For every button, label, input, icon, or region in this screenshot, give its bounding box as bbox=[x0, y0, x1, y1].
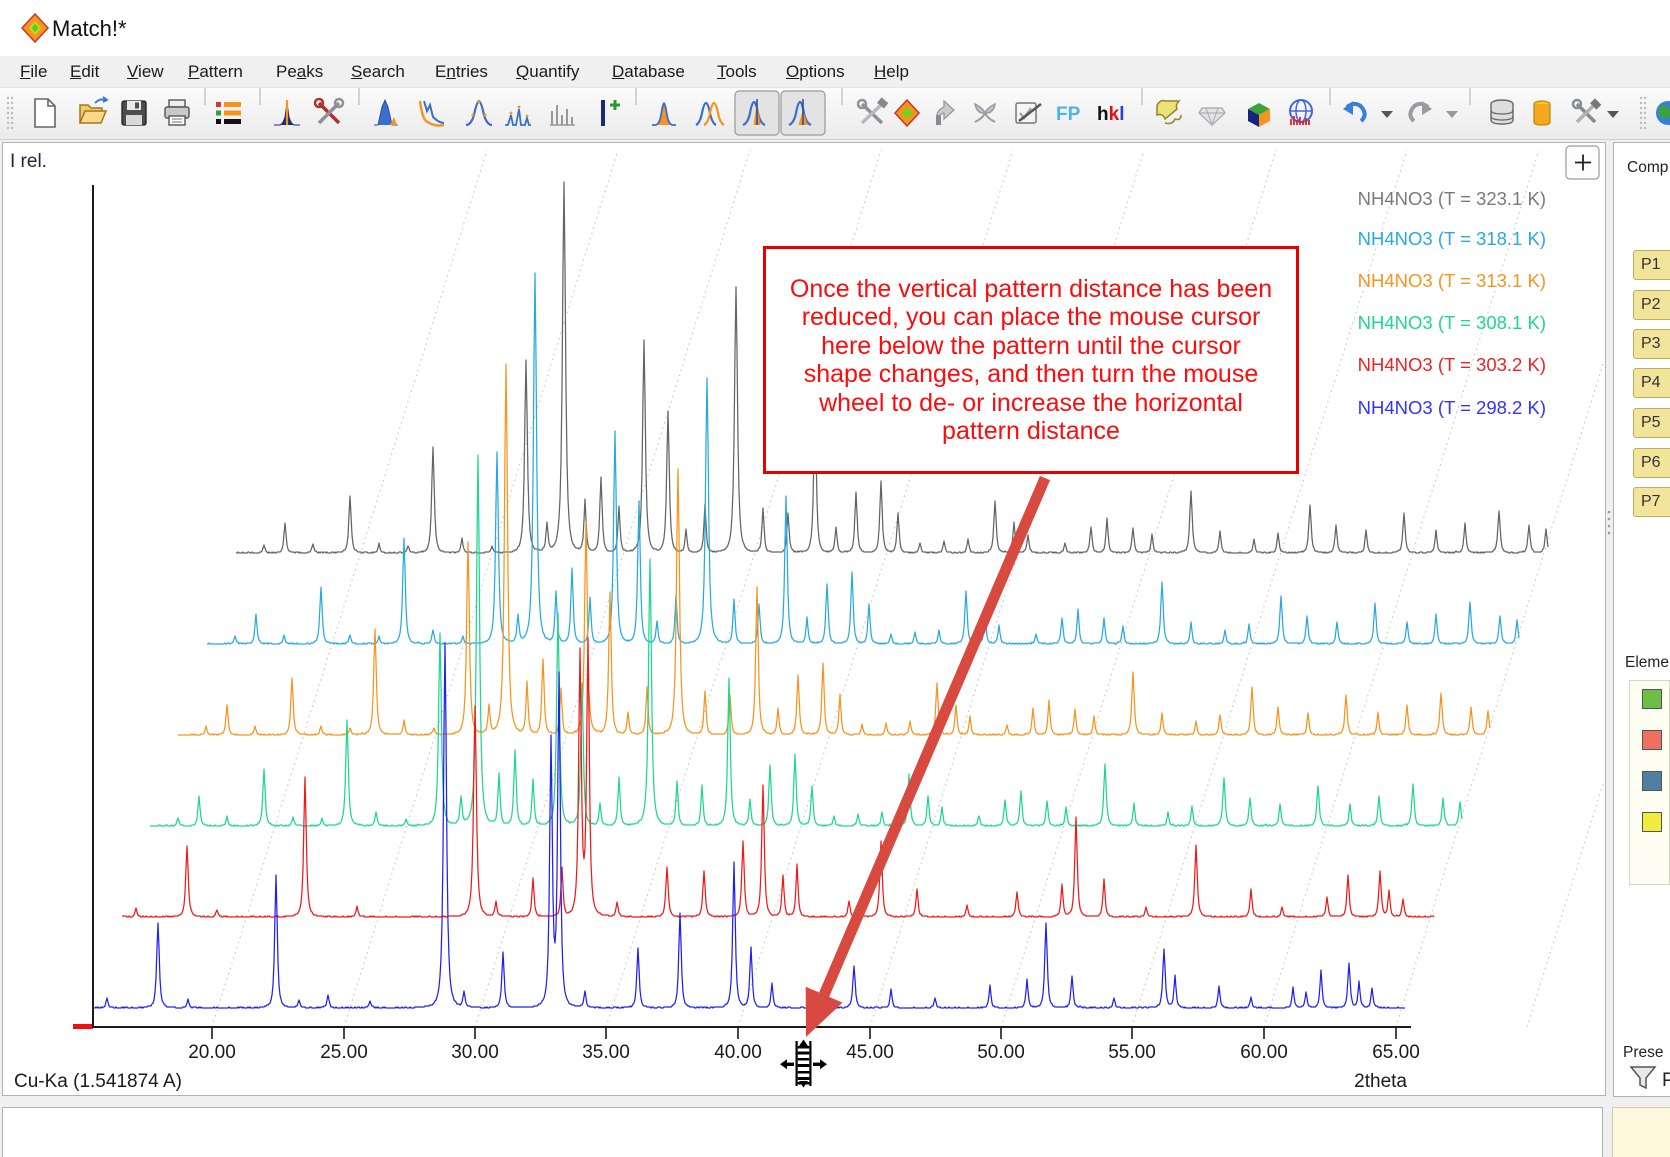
svg-text:55.00: 55.00 bbox=[1108, 1042, 1156, 1063]
svg-text:30.00: 30.00 bbox=[451, 1042, 499, 1063]
svg-text:25.00: 25.00 bbox=[320, 1042, 368, 1063]
svg-text:20.00: 20.00 bbox=[188, 1042, 236, 1063]
svg-text:hkl: hkl bbox=[1097, 104, 1124, 125]
svg-text:P: P bbox=[1662, 1070, 1670, 1091]
svg-text:2theta: 2theta bbox=[1354, 1071, 1407, 1092]
svg-text:I rel.: I rel. bbox=[10, 151, 47, 172]
svg-text:50.00: 50.00 bbox=[977, 1042, 1025, 1063]
svg-text:35.00: 35.00 bbox=[582, 1042, 630, 1063]
svg-text:NH4NO3 (T = 308.1 K): NH4NO3 (T = 308.1 K) bbox=[1358, 312, 1546, 333]
svg-text:FP: FP bbox=[1056, 104, 1081, 125]
svg-text:NH4NO3 (T = 318.1 K): NH4NO3 (T = 318.1 K) bbox=[1358, 228, 1546, 249]
svg-text:40.00: 40.00 bbox=[714, 1042, 762, 1063]
svg-text:45.00: 45.00 bbox=[846, 1042, 894, 1063]
svg-text:Cu-Ka (1.541874 A): Cu-Ka (1.541874 A) bbox=[14, 1071, 182, 1092]
svg-text:NH4NO3 (T = 303.2 K): NH4NO3 (T = 303.2 K) bbox=[1358, 354, 1546, 375]
svg-text:NH4NO3 (T = 323.1 K): NH4NO3 (T = 323.1 K) bbox=[1358, 188, 1546, 209]
svg-text:60.00: 60.00 bbox=[1240, 1042, 1288, 1063]
svg-text:NH4NO3 (T = 313.1 K): NH4NO3 (T = 313.1 K) bbox=[1358, 270, 1546, 291]
svg-text:65.00: 65.00 bbox=[1372, 1042, 1420, 1063]
svg-text:NH4NO3 (T = 298.2 K): NH4NO3 (T = 298.2 K) bbox=[1358, 397, 1546, 418]
